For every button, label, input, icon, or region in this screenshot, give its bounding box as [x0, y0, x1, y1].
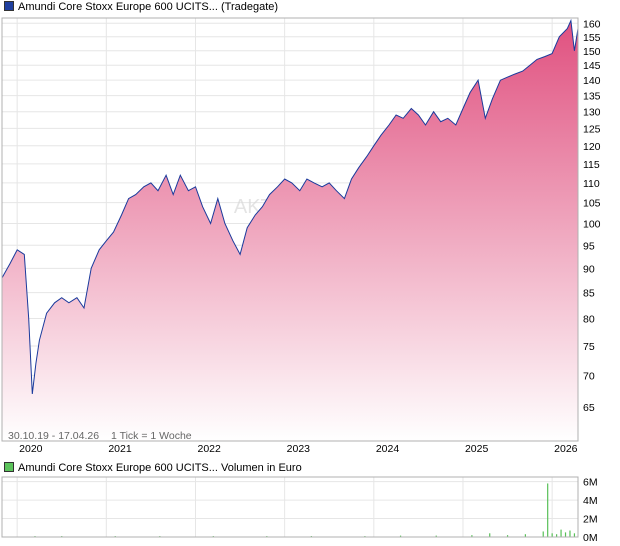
volume-chart-title: Amundi Core Stoxx Europe 600 UCITS... Vo…: [18, 462, 302, 474]
price-y-tick-label: 85: [583, 288, 595, 300]
price-y-tick-label: 95: [583, 240, 595, 252]
x-tick-label: 2026: [554, 443, 578, 455]
volume-bar: [573, 533, 576, 537]
date-range-label: 30.10.19 - 17.04.26: [8, 430, 99, 442]
price-y-tick-label: 110: [583, 178, 600, 190]
price-y-tick-label: 125: [583, 123, 601, 135]
volume-bar: [399, 535, 402, 537]
volume-grid: [2, 477, 578, 538]
volume-plot-frame: [1, 476, 579, 538]
volume-y-axis: 0M 2M 4M 6M: [583, 477, 598, 544]
volume-bar: [506, 535, 509, 537]
volume-bar: [547, 483, 549, 537]
price-legend-swatch: [4, 1, 14, 11]
price-y-tick-label: 155: [583, 32, 601, 44]
price-legend: Amundi Core Stoxx Europe 600 UCITS... (T…: [4, 0, 278, 14]
price-y-tick-label: 75: [583, 341, 595, 353]
price-y-tick-label: 145: [583, 60, 601, 72]
volume-bar: [560, 529, 562, 537]
volume-bar: [556, 534, 558, 537]
volume-y-tick-label: 2M: [583, 514, 598, 526]
volume-bar: [564, 532, 567, 537]
volume-legend: Amundi Core Stoxx Europe 600 UCITS... Vo…: [4, 461, 302, 475]
x-tick-label: 2021: [108, 443, 132, 455]
volume-bar: [569, 530, 571, 537]
price-line: [1, 18, 579, 395]
price-y-tick-label: 80: [583, 313, 595, 325]
volume-bar: [524, 534, 526, 537]
price-y-tick-label: 140: [583, 75, 601, 87]
price-y-tick-label: 100: [583, 218, 601, 230]
volume-bar: [551, 533, 553, 537]
price-y-tick-label: 135: [583, 91, 601, 103]
price-y-tick-label: 105: [583, 198, 601, 210]
x-tick-label: 2020: [19, 443, 43, 455]
volume-y-tick-label: 4M: [583, 495, 598, 507]
x-tick-label: 2025: [465, 443, 489, 455]
volume-bar: [435, 535, 437, 537]
volume-bar: [542, 531, 544, 537]
price-y-tick-label: 130: [583, 107, 601, 119]
tick-info-label: 1 Tick = 1 Woche: [111, 430, 192, 442]
price-area: [2, 20, 578, 441]
volume-legend-swatch: [4, 462, 14, 472]
volume-bars: [34, 483, 576, 537]
price-y-tick-label: 120: [583, 141, 601, 153]
price-y-tick-label: 90: [583, 263, 595, 275]
x-tick-label: 2024: [376, 443, 400, 455]
price-y-axis: 65 70 75 80 85 90 95 100 105 110 115 120 125 130 135 14…: [583, 18, 601, 414]
price-chart-title: Amundi Core Stoxx Europe 600 UCITS... (T…: [18, 1, 279, 13]
volume-bar: [471, 535, 473, 537]
price-y-tick-label: 70: [583, 370, 595, 382]
x-tick-label: 2023: [287, 443, 311, 455]
volume-y-tick-label: 6M: [583, 477, 598, 489]
price-y-tick-label: 65: [583, 402, 595, 414]
x-tick-label: 2022: [197, 443, 221, 455]
price-y-tick-label: 160: [583, 18, 601, 30]
price-plot-frame: [1, 17, 579, 442]
volume-y-tick-label: 0M: [583, 532, 598, 544]
price-y-tick-label: 150: [583, 46, 601, 58]
x-axis: 2020 2021 2022 2023 2024 2025 2026: [19, 443, 578, 455]
price-y-tick-label: 115: [583, 159, 600, 171]
volume-bar: [489, 533, 491, 537]
